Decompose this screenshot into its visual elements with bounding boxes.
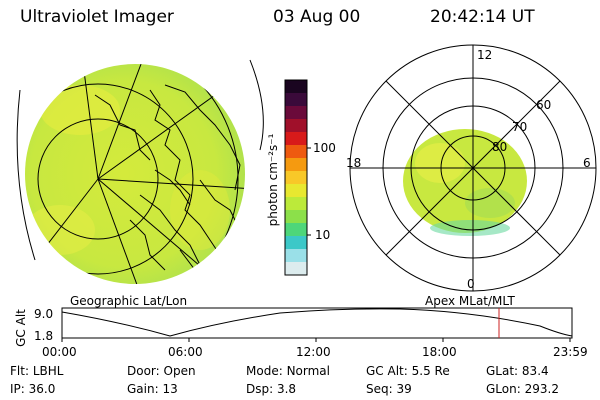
timeline-xtick-18: 18:00 [422, 345, 457, 359]
timeline-xtick-2359: 23:59 [553, 345, 588, 359]
mlt-label-0: 0 [467, 277, 475, 291]
colorbar-band [285, 236, 307, 250]
status-glat: GLat: 83.4 [486, 364, 549, 378]
colorbar-band [285, 132, 307, 146]
auroral-oval-image [403, 129, 527, 233]
status-seq: Seq: 39 [366, 382, 412, 396]
colorbar-tick-100: 100 [313, 141, 336, 155]
mlat-label-60: 60 [536, 98, 551, 112]
status-gain: Gain: 13 [127, 382, 178, 396]
colorbar-unit-label: photon cm⁻²s⁻¹ [266, 133, 280, 226]
colorbar-band [285, 93, 307, 107]
colorbar-band [285, 184, 307, 198]
status-door: Door: Open [127, 364, 196, 378]
colorbar-band [285, 171, 307, 185]
colorbar-band [285, 262, 307, 276]
geographic-panel-label: Geographic Lat/Lon [70, 294, 188, 308]
polar-panel-label: Apex MLat/MLT [425, 294, 515, 308]
colorbar-band [285, 119, 307, 133]
mlt-label-6: 6 [583, 156, 591, 170]
colorbar-band [285, 106, 307, 120]
timeline-xtick-00: 00:00 [42, 345, 77, 359]
altitude-timeline-plot: GC Alt 9.0 1.8 00:00 06:00 12:00 18:00 2… [14, 307, 588, 359]
status-gc-alt: GC Alt: 5.5 Re [366, 364, 450, 378]
timeline-ylabel: GC Alt [14, 309, 28, 347]
colorbar-band [285, 158, 307, 172]
colorbar-band [285, 249, 307, 263]
timeline-ytick-9: 9.0 [34, 307, 53, 321]
geographic-image-panel [16, 59, 264, 284]
status-flt: Flt: LBHL [10, 364, 64, 378]
mlat-label-80: 80 [492, 140, 507, 154]
status-ip: IP: 36.0 [10, 382, 56, 396]
time-label: 20:42:14 UT [430, 7, 535, 27]
colorbar: photon cm⁻²s⁻¹ [266, 79, 311, 276]
mlt-label-18: 18 [346, 156, 361, 170]
timeline-ytick-1-8: 1.8 [34, 329, 53, 343]
instrument-title: Ultraviolet Imager [20, 7, 174, 27]
mlat-label-70: 70 [512, 120, 527, 134]
status-glon: GLon: 293.2 [486, 382, 559, 396]
colorbar-band [285, 197, 307, 211]
colorbar-band [285, 210, 307, 224]
colorbar-tick-10: 10 [315, 228, 331, 242]
date-label: 03 Aug 00 [273, 7, 361, 27]
colorbar-band [285, 223, 307, 237]
mlt-label-12: 12 [477, 48, 492, 62]
altitude-curve [61, 308, 573, 337]
timeline-xtick-06: 06:00 [168, 345, 203, 359]
colorbar-band [285, 145, 307, 159]
polar-mlat-mlt-panel: 12 6 0 18 60 70 80 [346, 44, 597, 292]
colorbar-band [285, 80, 307, 94]
status-dsp: Dsp: 3.8 [246, 382, 297, 396]
status-mode: Mode: Normal [246, 364, 330, 378]
timeline-xtick-12: 12:00 [296, 345, 331, 359]
